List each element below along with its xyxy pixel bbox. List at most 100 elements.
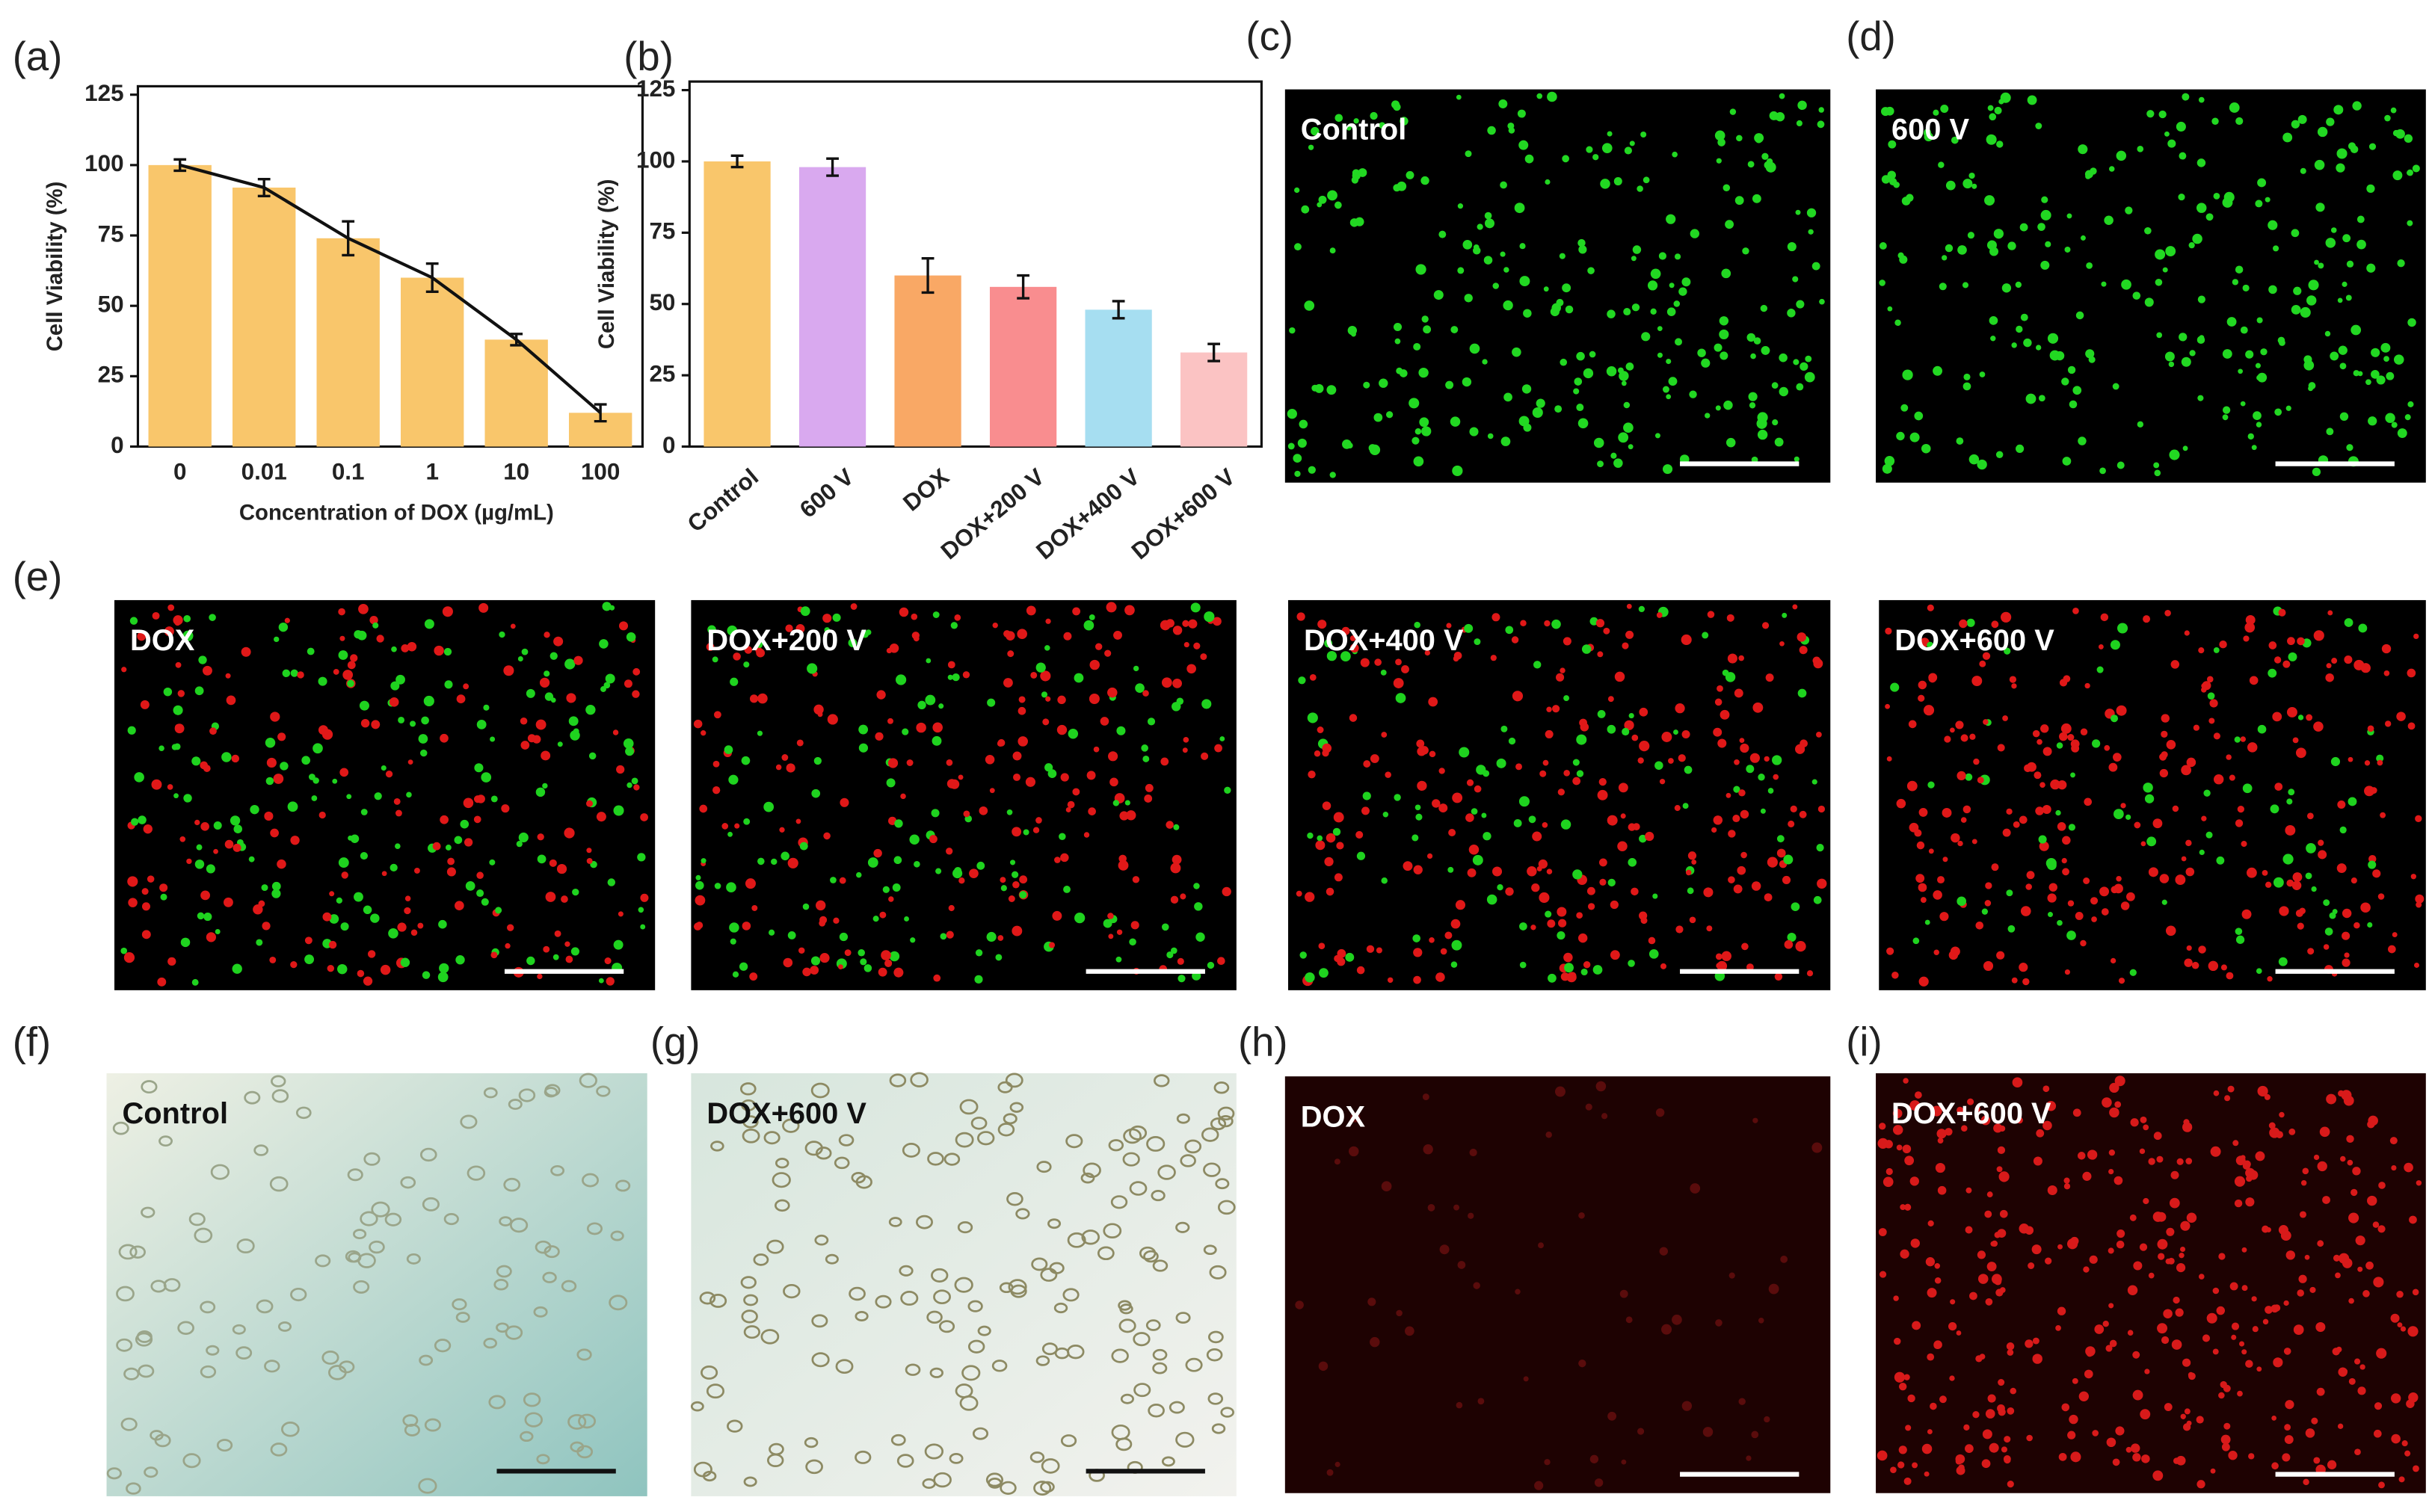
cell (1877, 1138, 1888, 1149)
cell (922, 1478, 936, 1489)
cell (1879, 1271, 1887, 1278)
cell (570, 1441, 585, 1453)
cell (2055, 1325, 2061, 1331)
cell (1115, 956, 1122, 963)
cell (261, 884, 268, 892)
cell (902, 1143, 920, 1158)
cell (2032, 1337, 2039, 1345)
cell (1640, 917, 1648, 925)
cell (2180, 1246, 2186, 1253)
cell (197, 912, 205, 920)
cell (2325, 238, 2336, 248)
cell (2229, 102, 2240, 113)
cell (1599, 878, 1607, 886)
cell (1625, 1316, 1633, 1324)
cell (1739, 738, 1745, 743)
cell (188, 1212, 206, 1226)
cell (2397, 428, 2407, 438)
cell (1457, 1261, 1466, 1269)
cell (2413, 1465, 2419, 1472)
cell (1587, 903, 1595, 910)
cell (501, 804, 510, 813)
cell (2271, 1416, 2277, 1421)
cell (732, 971, 739, 978)
cell (2305, 1428, 2315, 1438)
cell (1912, 1462, 1918, 1469)
cell (1019, 875, 1028, 884)
cell (1586, 146, 1593, 153)
cell (1438, 768, 1445, 774)
cell (573, 728, 579, 735)
cell (741, 756, 751, 765)
cell (282, 669, 291, 678)
cell (1152, 1362, 1168, 1374)
cell (1295, 1300, 1304, 1309)
cell (1003, 1113, 1018, 1125)
cell (2078, 1391, 2090, 1401)
cell (1945, 244, 1954, 253)
cell (1405, 1326, 1414, 1336)
cell (811, 1314, 828, 1328)
cell (2152, 1470, 2164, 1481)
cell (2182, 445, 2188, 451)
cell (307, 647, 315, 655)
cell (420, 749, 428, 757)
cell (1349, 1146, 1359, 1157)
cell (742, 1128, 760, 1144)
cell (1796, 300, 1805, 309)
cell (1971, 676, 1983, 687)
y-tick-label: 100 (636, 146, 675, 173)
cell (2324, 330, 2331, 337)
cell (2197, 295, 2205, 303)
cell (1577, 933, 1588, 943)
cell (2341, 1368, 2348, 1375)
cell (2006, 889, 2013, 897)
cell (2318, 850, 2327, 860)
cell (182, 1453, 201, 1469)
cell (2344, 655, 2353, 664)
cell (1116, 929, 1123, 935)
cell (2249, 676, 2259, 685)
cell (2245, 1360, 2253, 1368)
cell (2191, 961, 2199, 969)
cell (158, 1135, 173, 1147)
cell (1298, 676, 1306, 685)
cell (1560, 819, 1571, 830)
cell (1564, 963, 1574, 973)
cell (2139, 1243, 2148, 1251)
cell (1621, 1459, 1627, 1465)
cell (1355, 830, 1364, 839)
cell (924, 1443, 944, 1460)
cell (1912, 1321, 1921, 1330)
cell (2100, 613, 2109, 622)
cell (1360, 658, 1370, 667)
cell (1994, 106, 2002, 114)
cell (1915, 874, 1925, 883)
cell (2089, 1255, 2098, 1264)
cell (1799, 646, 1808, 655)
cell (573, 655, 583, 665)
cell (395, 674, 405, 685)
cell (1996, 141, 2004, 148)
cell (1977, 1274, 1989, 1284)
cell (1764, 756, 1770, 762)
cell (1915, 1091, 1922, 1099)
cell (2059, 679, 2068, 687)
cell (1961, 1125, 1968, 1132)
cell (1467, 868, 1477, 877)
cell (1217, 957, 1225, 966)
cell (2304, 1254, 2310, 1260)
cell (353, 1229, 367, 1240)
cell (1438, 230, 1447, 238)
cell (1166, 821, 1174, 829)
y-tick-label: 25 (98, 362, 124, 388)
cell (1719, 329, 1729, 340)
cell (2208, 960, 2219, 972)
cell (1110, 1195, 1128, 1209)
cell (1939, 1395, 1947, 1404)
cell (164, 626, 174, 637)
cell (1429, 937, 1435, 943)
cell (336, 897, 342, 904)
cell (253, 904, 263, 915)
cell (1319, 968, 1329, 978)
